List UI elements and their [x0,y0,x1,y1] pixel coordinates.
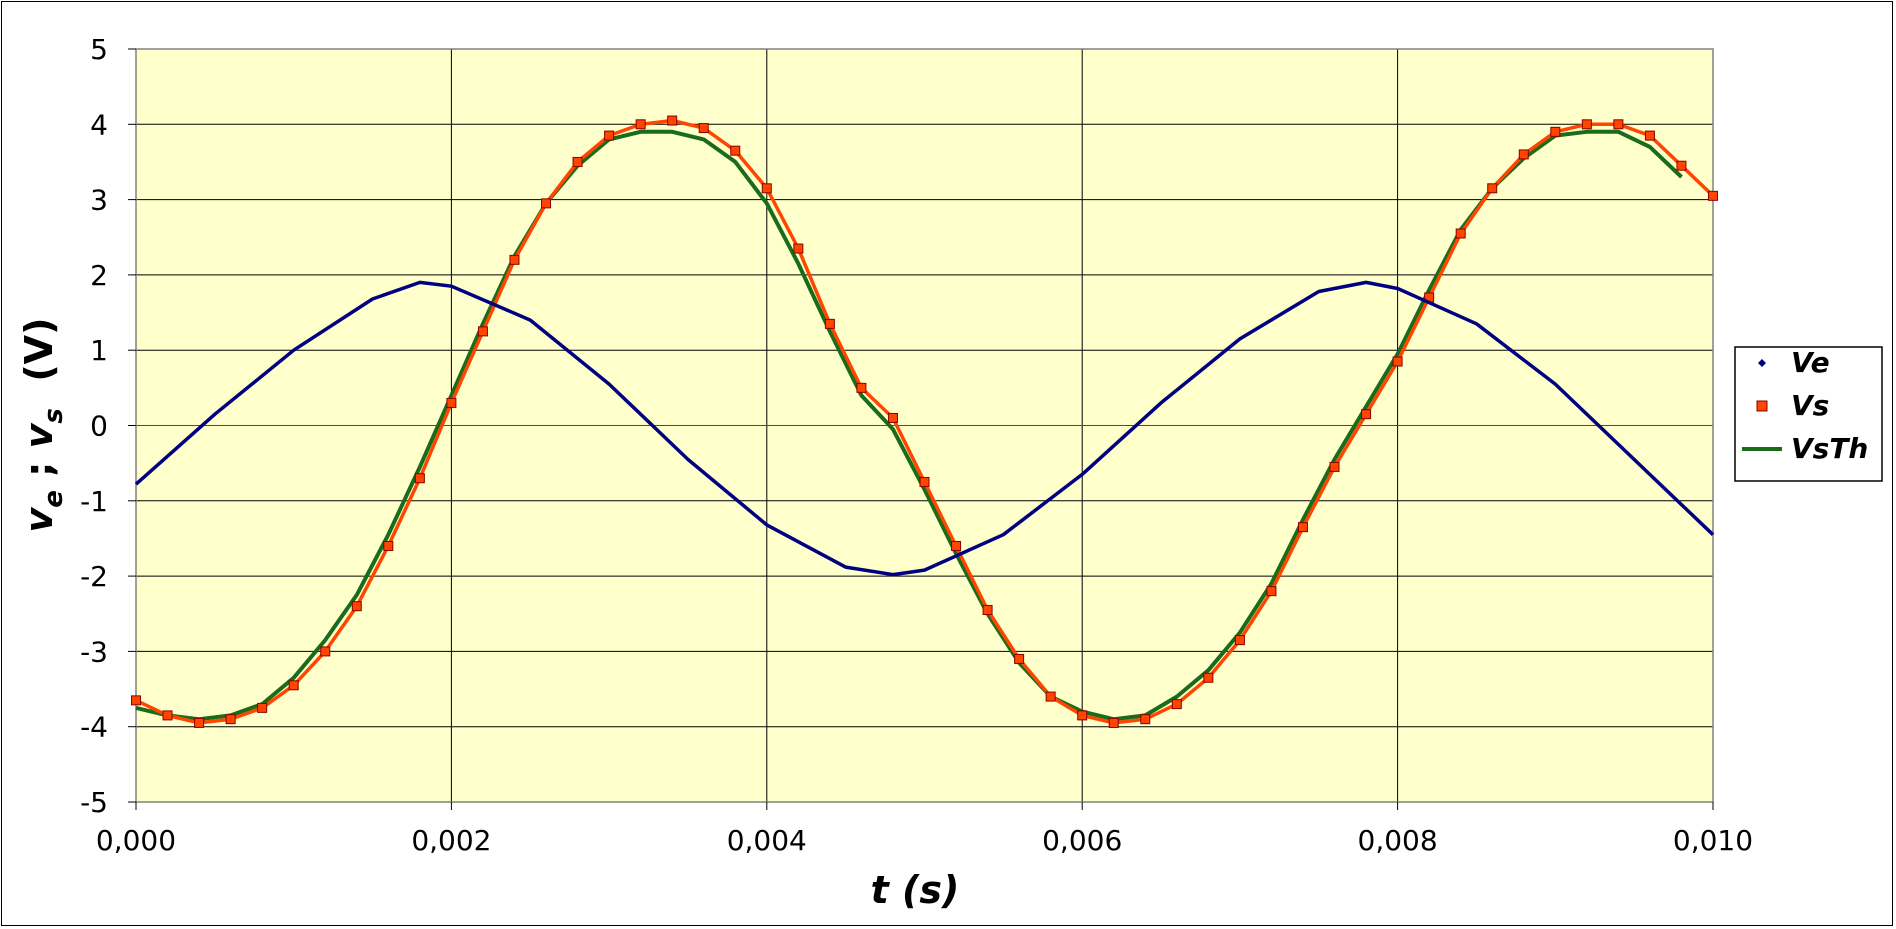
vs-point [1518,149,1529,160]
series-line-ve [134,280,1715,577]
y-axis-ticks: 5 4 3 2 1 0 -1 -2 -3 -4 -5 [80,33,136,819]
x-axis-ticks: 0,000 0,002 0,004 0,006 0,008 0,010 [96,802,1753,857]
vs-point [351,601,362,612]
legend: Ve Vs VsTh [1734,346,1883,482]
y-title-sub-s: s [39,408,69,423]
y-title-separator: ; [17,448,61,490]
legend-box [1734,346,1883,482]
vs-point [1329,461,1340,472]
vs-point [635,119,646,130]
vs-point [194,717,205,728]
y-tick-label: 4 [90,108,108,141]
vs-point [667,115,678,126]
y-tick-label: 2 [90,259,108,292]
vs-point [414,473,425,484]
vs-point [1108,717,1119,728]
vs-point [225,714,236,725]
y-tick-label: -1 [80,485,108,518]
x-tick-label: 0,006 [1042,824,1122,857]
x-tick-label: 0,002 [411,824,491,857]
vs-point [1266,586,1277,597]
vs-point [919,476,930,487]
legend-label-ve: Ve [1791,346,1830,379]
legend-label-vsth: VsTh [1791,432,1868,465]
vs-point [856,382,867,393]
vs-point [1644,130,1655,141]
vs-point [257,702,268,713]
vs-point [1203,672,1214,683]
x-axis-title: t (s) [871,868,960,912]
vs-point [1234,635,1245,646]
y-tick-label: 1 [90,334,108,367]
vs-point [1708,190,1718,201]
legend-marker-ve [1758,359,1766,367]
vs-point [761,183,772,194]
vs-point [1581,119,1592,130]
vs-point [1676,160,1687,171]
vs-point [1171,699,1182,710]
vs-point [1014,653,1025,664]
vs-point [383,540,394,551]
vs-point [1550,126,1561,137]
vs-point [1392,356,1403,367]
vs-point [1361,409,1372,420]
y-title-v2: v [17,422,61,448]
y-tick-label: -2 [80,560,108,593]
y-title-sub-e: e [39,490,69,508]
vs-point [730,145,741,156]
vs-point [604,130,615,141]
vs-point [824,318,835,329]
vs-point [951,540,962,551]
vs-point [793,243,804,254]
y-axis-title: ve ; vs (V) [17,318,69,533]
vs-point [1487,183,1498,194]
legend-marker-vs [1756,400,1768,412]
vs-point [1077,710,1088,721]
vs-point [509,254,520,265]
y-title-v1: v [17,506,61,532]
vs-point [446,397,457,408]
vs-point [1455,228,1466,239]
x-tick-label: 0,004 [727,824,807,857]
x-axis-title-text: t (s) [871,868,960,912]
vs-point [572,156,583,167]
y-tick-label: -4 [80,711,108,744]
y-tick-label: -5 [80,786,108,819]
y-tick-label: -3 [80,635,108,668]
vs-point [320,646,331,657]
vs-point [1140,714,1151,725]
vs-point [131,695,141,706]
vs-point [698,123,709,134]
y-tick-label: 5 [90,33,108,66]
y-title-unit: (V) [17,318,61,409]
vs-point [1045,691,1056,702]
y-tick-label: 3 [90,184,108,217]
vs-point [887,412,898,423]
vs-point [162,710,173,721]
vs-point [477,326,488,337]
y-tick-label: 0 [90,410,108,443]
legend-label-vs: Vs [1791,389,1829,422]
x-tick-label: 0,010 [1673,824,1753,857]
vs-point [288,680,299,691]
vs-point [1613,119,1624,130]
x-tick-label: 0,008 [1358,824,1438,857]
vs-point [1297,522,1308,533]
x-tick-label: 0,000 [96,824,176,857]
vs-point [982,604,993,615]
vs-point [541,198,552,209]
series-layer [131,115,1718,728]
